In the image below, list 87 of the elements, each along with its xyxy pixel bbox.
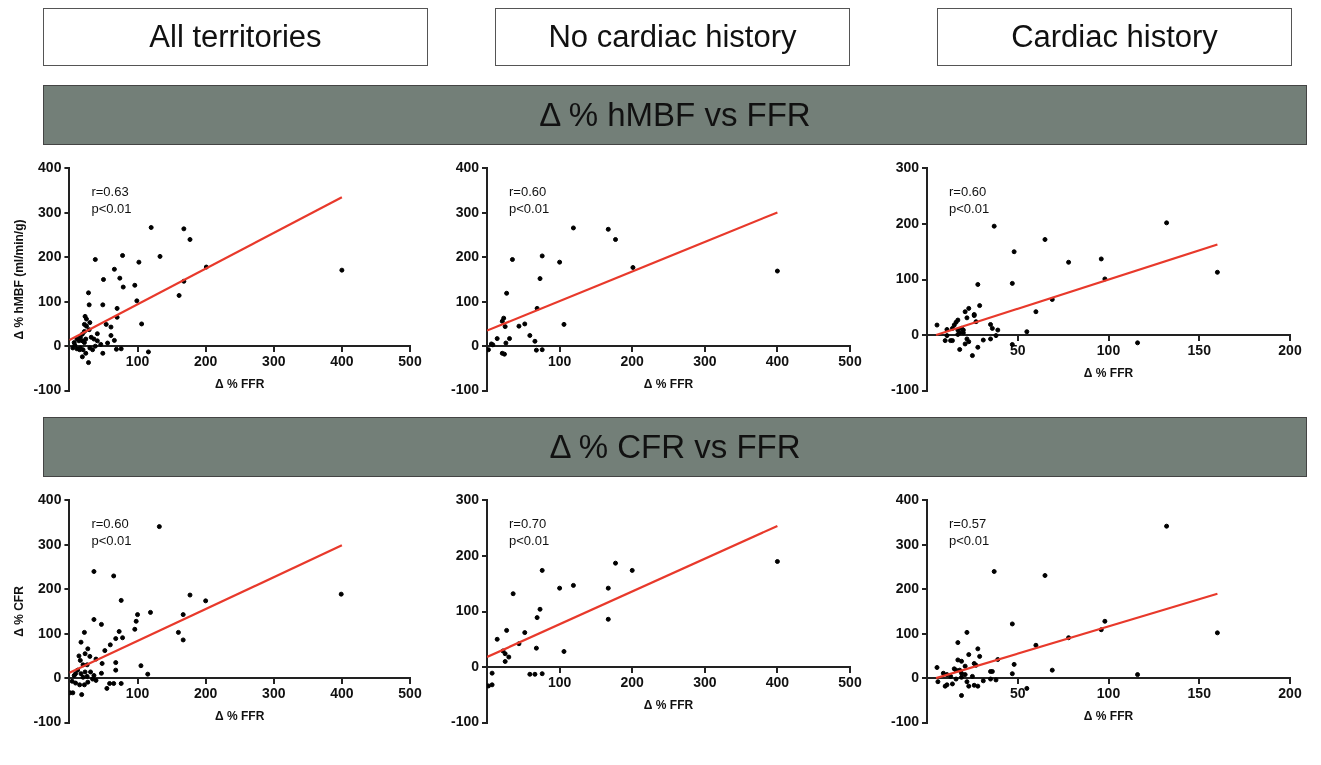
x-tick-label: 300 <box>693 353 717 370</box>
x-tick-label: 100 <box>125 685 150 702</box>
x-tick-label: 400 <box>330 685 354 702</box>
annotation: p<0.01 <box>949 201 990 217</box>
x-tick-label: 100 <box>1096 685 1121 702</box>
x-tick-label: 50 <box>1009 685 1026 702</box>
y-tick-label: -100 <box>33 713 62 730</box>
annotation: r=0.60 <box>91 516 129 532</box>
x-tick-label: 300 <box>262 353 286 370</box>
y-tick-label: -100 <box>890 381 920 398</box>
annotation: p<0.01 <box>91 533 132 549</box>
x-tick-label: 100 <box>547 674 572 691</box>
y-tick-label: -100 <box>33 381 62 398</box>
annotation: p<0.01 <box>509 533 550 549</box>
y-tick-label: -100 <box>450 381 480 398</box>
y-tick-label: 300 <box>38 535 62 552</box>
x-tick-label: 100 <box>1096 342 1121 359</box>
x-tick-label: 500 <box>838 353 862 370</box>
text: Cardiac history <box>937 8 1292 66</box>
y-tick-label: 200 <box>38 580 62 597</box>
x-tick-label: 200 <box>620 674 645 691</box>
y-axis-title: Δ % CFR <box>11 585 26 637</box>
x-tick-label: 150 <box>1187 342 1212 359</box>
y-tick-label: 100 <box>38 624 62 641</box>
x-axis-title: Δ % FFR <box>1083 709 1134 724</box>
x-tick-label: 200 <box>193 353 218 370</box>
x-axis-title: Δ % FFR <box>643 698 694 713</box>
x-axis-title: Δ % FFR <box>643 377 694 392</box>
y-tick-label: 200 <box>455 546 480 563</box>
annotation: r=0.57 <box>949 516 987 532</box>
text: Δ % CFR vs FFR <box>43 417 1307 477</box>
x-tick-label: 100 <box>125 353 150 370</box>
x-tick-label: 150 <box>1187 685 1212 702</box>
annotation: r=0.70 <box>509 516 547 532</box>
y-tick-label: 400 <box>895 491 920 508</box>
y-tick-label: 400 <box>38 491 62 508</box>
y-tick-label: 300 <box>895 535 920 552</box>
x-tick-label: 500 <box>398 353 422 370</box>
x-tick-label: 100 <box>547 353 572 370</box>
x-tick-label: 300 <box>262 685 286 702</box>
y-tick-label: 300 <box>895 159 920 176</box>
x-axis-title: Δ % FFR <box>215 377 265 392</box>
x-tick-label: 400 <box>765 674 790 691</box>
x-axis-title: Δ % FFR <box>215 709 265 724</box>
text: All territories <box>43 8 428 66</box>
y-tick-label: 100 <box>455 602 480 619</box>
y-tick-label: 0 <box>471 657 480 674</box>
x-tick-label: 300 <box>693 674 717 691</box>
y-tick-label: 100 <box>895 624 920 641</box>
y-tick-label: 100 <box>455 292 480 309</box>
y-axis-title: Δ % hMBF (ml/min/g) <box>11 219 26 340</box>
y-tick-label: 400 <box>38 159 62 176</box>
x-tick-label: 400 <box>765 353 790 370</box>
x-tick-label: 200 <box>193 685 218 702</box>
x-axis-title: Δ % FFR <box>1083 366 1134 381</box>
y-tick-label: 200 <box>895 214 920 231</box>
y-tick-label: 300 <box>455 203 480 220</box>
y-tick-label: 200 <box>895 580 920 597</box>
x-tick-label: 400 <box>330 353 354 370</box>
y-tick-label: -100 <box>890 713 920 730</box>
y-tick-label: 400 <box>455 159 480 176</box>
annotation: r=0.60 <box>509 184 547 200</box>
y-tick-label: -100 <box>450 713 480 730</box>
y-tick-label: 0 <box>471 337 480 354</box>
x-tick-label: 200 <box>1278 685 1302 702</box>
annotation: r=0.60 <box>949 184 987 200</box>
y-tick-label: 300 <box>455 491 480 508</box>
text: No cardiac history <box>495 8 850 66</box>
annotation: p<0.01 <box>509 201 550 217</box>
y-tick-label: 0 <box>911 669 920 686</box>
y-tick-label: 0 <box>911 325 920 342</box>
x-tick-label: 500 <box>398 685 422 702</box>
x-tick-label: 200 <box>1278 342 1302 359</box>
annotation: r=0.63 <box>91 184 129 200</box>
annotation: p<0.01 <box>91 201 132 217</box>
annotation: p<0.01 <box>949 533 990 549</box>
x-tick-label: 500 <box>838 674 862 691</box>
x-tick-label: 50 <box>1009 342 1026 359</box>
y-tick-label: 0 <box>53 337 62 354</box>
y-tick-label: 100 <box>38 292 62 309</box>
y-tick-label: 200 <box>38 248 62 265</box>
y-tick-label: 100 <box>895 270 920 287</box>
x-tick-label: 200 <box>620 353 645 370</box>
text: Δ % hMBF vs FFR <box>43 85 1307 145</box>
y-tick-label: 0 <box>53 669 62 686</box>
y-tick-label: 200 <box>455 248 480 265</box>
y-tick-label: 300 <box>38 203 62 220</box>
